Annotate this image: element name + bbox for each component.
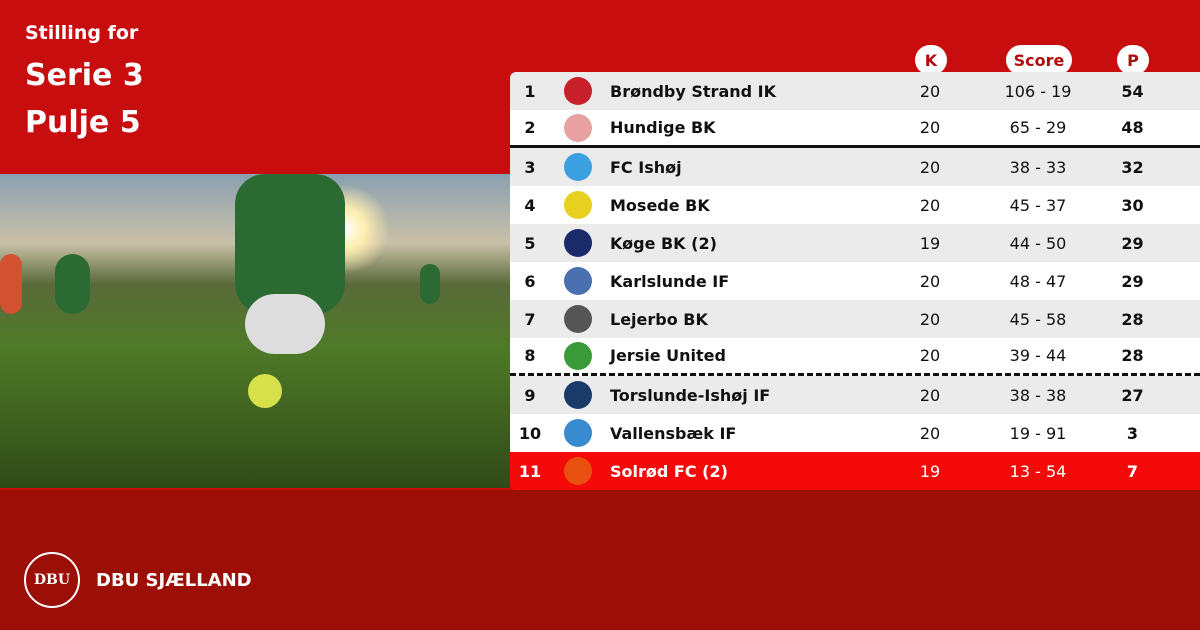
club-logo-icon [564,153,592,181]
goal-score: 65 - 29 [1009,118,1067,137]
team-name: Torslunde-Ishøj IF [610,385,771,405]
footer: DBU DBU SJÆLLAND [24,552,252,608]
player [55,254,90,314]
team-name: Vallensbæk IF [610,423,737,443]
club-logo-icon [564,267,592,295]
player [0,254,22,314]
team-name: Lejerbo BK [610,309,708,329]
football-photo [0,174,510,488]
dbu-logo: DBU [24,552,80,608]
subtitle: Stilling for [25,22,139,44]
position: 7 [524,309,536,329]
matches-played: 20 [919,423,941,443]
brand-name: DBU SJÆLLAND [96,569,252,591]
goal-score: 45 - 58 [1009,309,1067,329]
position: 3 [524,157,536,177]
matches-played: 19 [919,233,941,253]
position: 4 [524,195,536,215]
team-name: FC Ishøj [610,157,682,177]
table-row: 5 Køge BK (2) 19 44 - 50 29 [510,224,1200,262]
points: 3 [1126,423,1139,443]
goal-score: 48 - 47 [1009,271,1067,291]
table-row: 1 Brøndby Strand IK 20 106 - 19 54 [510,72,1200,110]
table-row: 2 Hundige BK 20 65 - 29 48 [510,110,1200,148]
player [235,174,345,314]
club-logo-icon [564,229,592,257]
table-row: 11 Solrød FC (2) 19 13 - 54 7 [510,452,1200,490]
goal-score: 38 - 33 [1009,157,1067,177]
goal-score: 13 - 54 [1009,461,1067,481]
club-logo-icon [564,77,592,105]
col-header-k: K [915,45,947,75]
team-name: Karlslunde IF [610,271,730,291]
player [420,264,440,304]
club-logo-icon [564,457,592,485]
position: 8 [524,346,536,365]
position: 10 [518,423,542,443]
goal-score: 19 - 91 [1009,423,1067,443]
club-logo-icon [564,191,592,219]
points: 29 [1121,271,1144,291]
table-row: 8 Jersie United 20 39 - 44 28 [510,338,1200,376]
points: 48 [1121,118,1144,137]
table-row: 9 Torslunde-Ishøj IF 20 38 - 38 27 [510,376,1200,414]
position: 5 [524,233,536,253]
club-logo-icon [564,305,592,333]
goal-score: 45 - 37 [1009,195,1067,215]
team-name: Mosede BK [610,195,710,215]
team-name: Køge BK (2) [610,233,717,253]
table-row: 4 Mosede BK 20 45 - 37 30 [510,186,1200,224]
club-logo-icon [564,419,592,447]
points: 28 [1121,346,1144,365]
matches-played: 20 [919,118,941,137]
pool-title: Pulje 5 [25,105,141,140]
matches-played: 20 [919,81,941,101]
player-shorts [245,294,325,354]
matches-played: 20 [919,346,941,365]
matches-played: 19 [919,461,941,481]
team-name: Jersie United [610,346,726,365]
team-name: Brøndby Strand IK [610,81,776,101]
matches-played: 20 [919,195,941,215]
standings-table: 1 Brøndby Strand IK 20 106 - 19 54 2 Hund… [510,72,1200,490]
position: 9 [524,385,536,405]
table-row: 6 Karlslunde IF 20 48 - 47 29 [510,262,1200,300]
col-header-score: Score [1006,45,1072,75]
goal-score: 38 - 38 [1009,385,1067,405]
position: 2 [524,118,536,137]
club-logo-icon [564,381,592,409]
position: 11 [518,461,542,481]
team-name: Solrød FC (2) [610,461,728,481]
football [248,374,282,408]
matches-played: 20 [919,309,941,329]
table-row: 10 Vallensbæk IF 20 19 - 91 3 [510,414,1200,452]
series-title: Serie 3 [25,58,144,93]
points: 27 [1121,385,1144,405]
points: 7 [1126,461,1139,481]
goal-score: 44 - 50 [1009,233,1067,253]
points: 32 [1121,157,1144,177]
points: 28 [1121,309,1144,329]
table-row: 7 Lejerbo BK 20 45 - 58 28 [510,300,1200,338]
team-name: Hundige BK [610,118,716,137]
col-header-p: P [1117,45,1149,75]
points: 54 [1121,81,1144,101]
table-row: 3 FC Ishøj 20 38 - 33 32 [510,148,1200,186]
club-logo-icon [564,113,592,142]
matches-played: 20 [919,385,941,405]
goal-score: 39 - 44 [1009,346,1067,365]
club-logo-icon [564,341,592,370]
goal-score: 106 - 19 [1004,81,1072,101]
matches-played: 20 [919,157,941,177]
points: 30 [1121,195,1144,215]
matches-played: 20 [919,271,941,291]
position: 1 [524,81,536,101]
position: 6 [524,271,536,291]
points: 29 [1121,233,1144,253]
